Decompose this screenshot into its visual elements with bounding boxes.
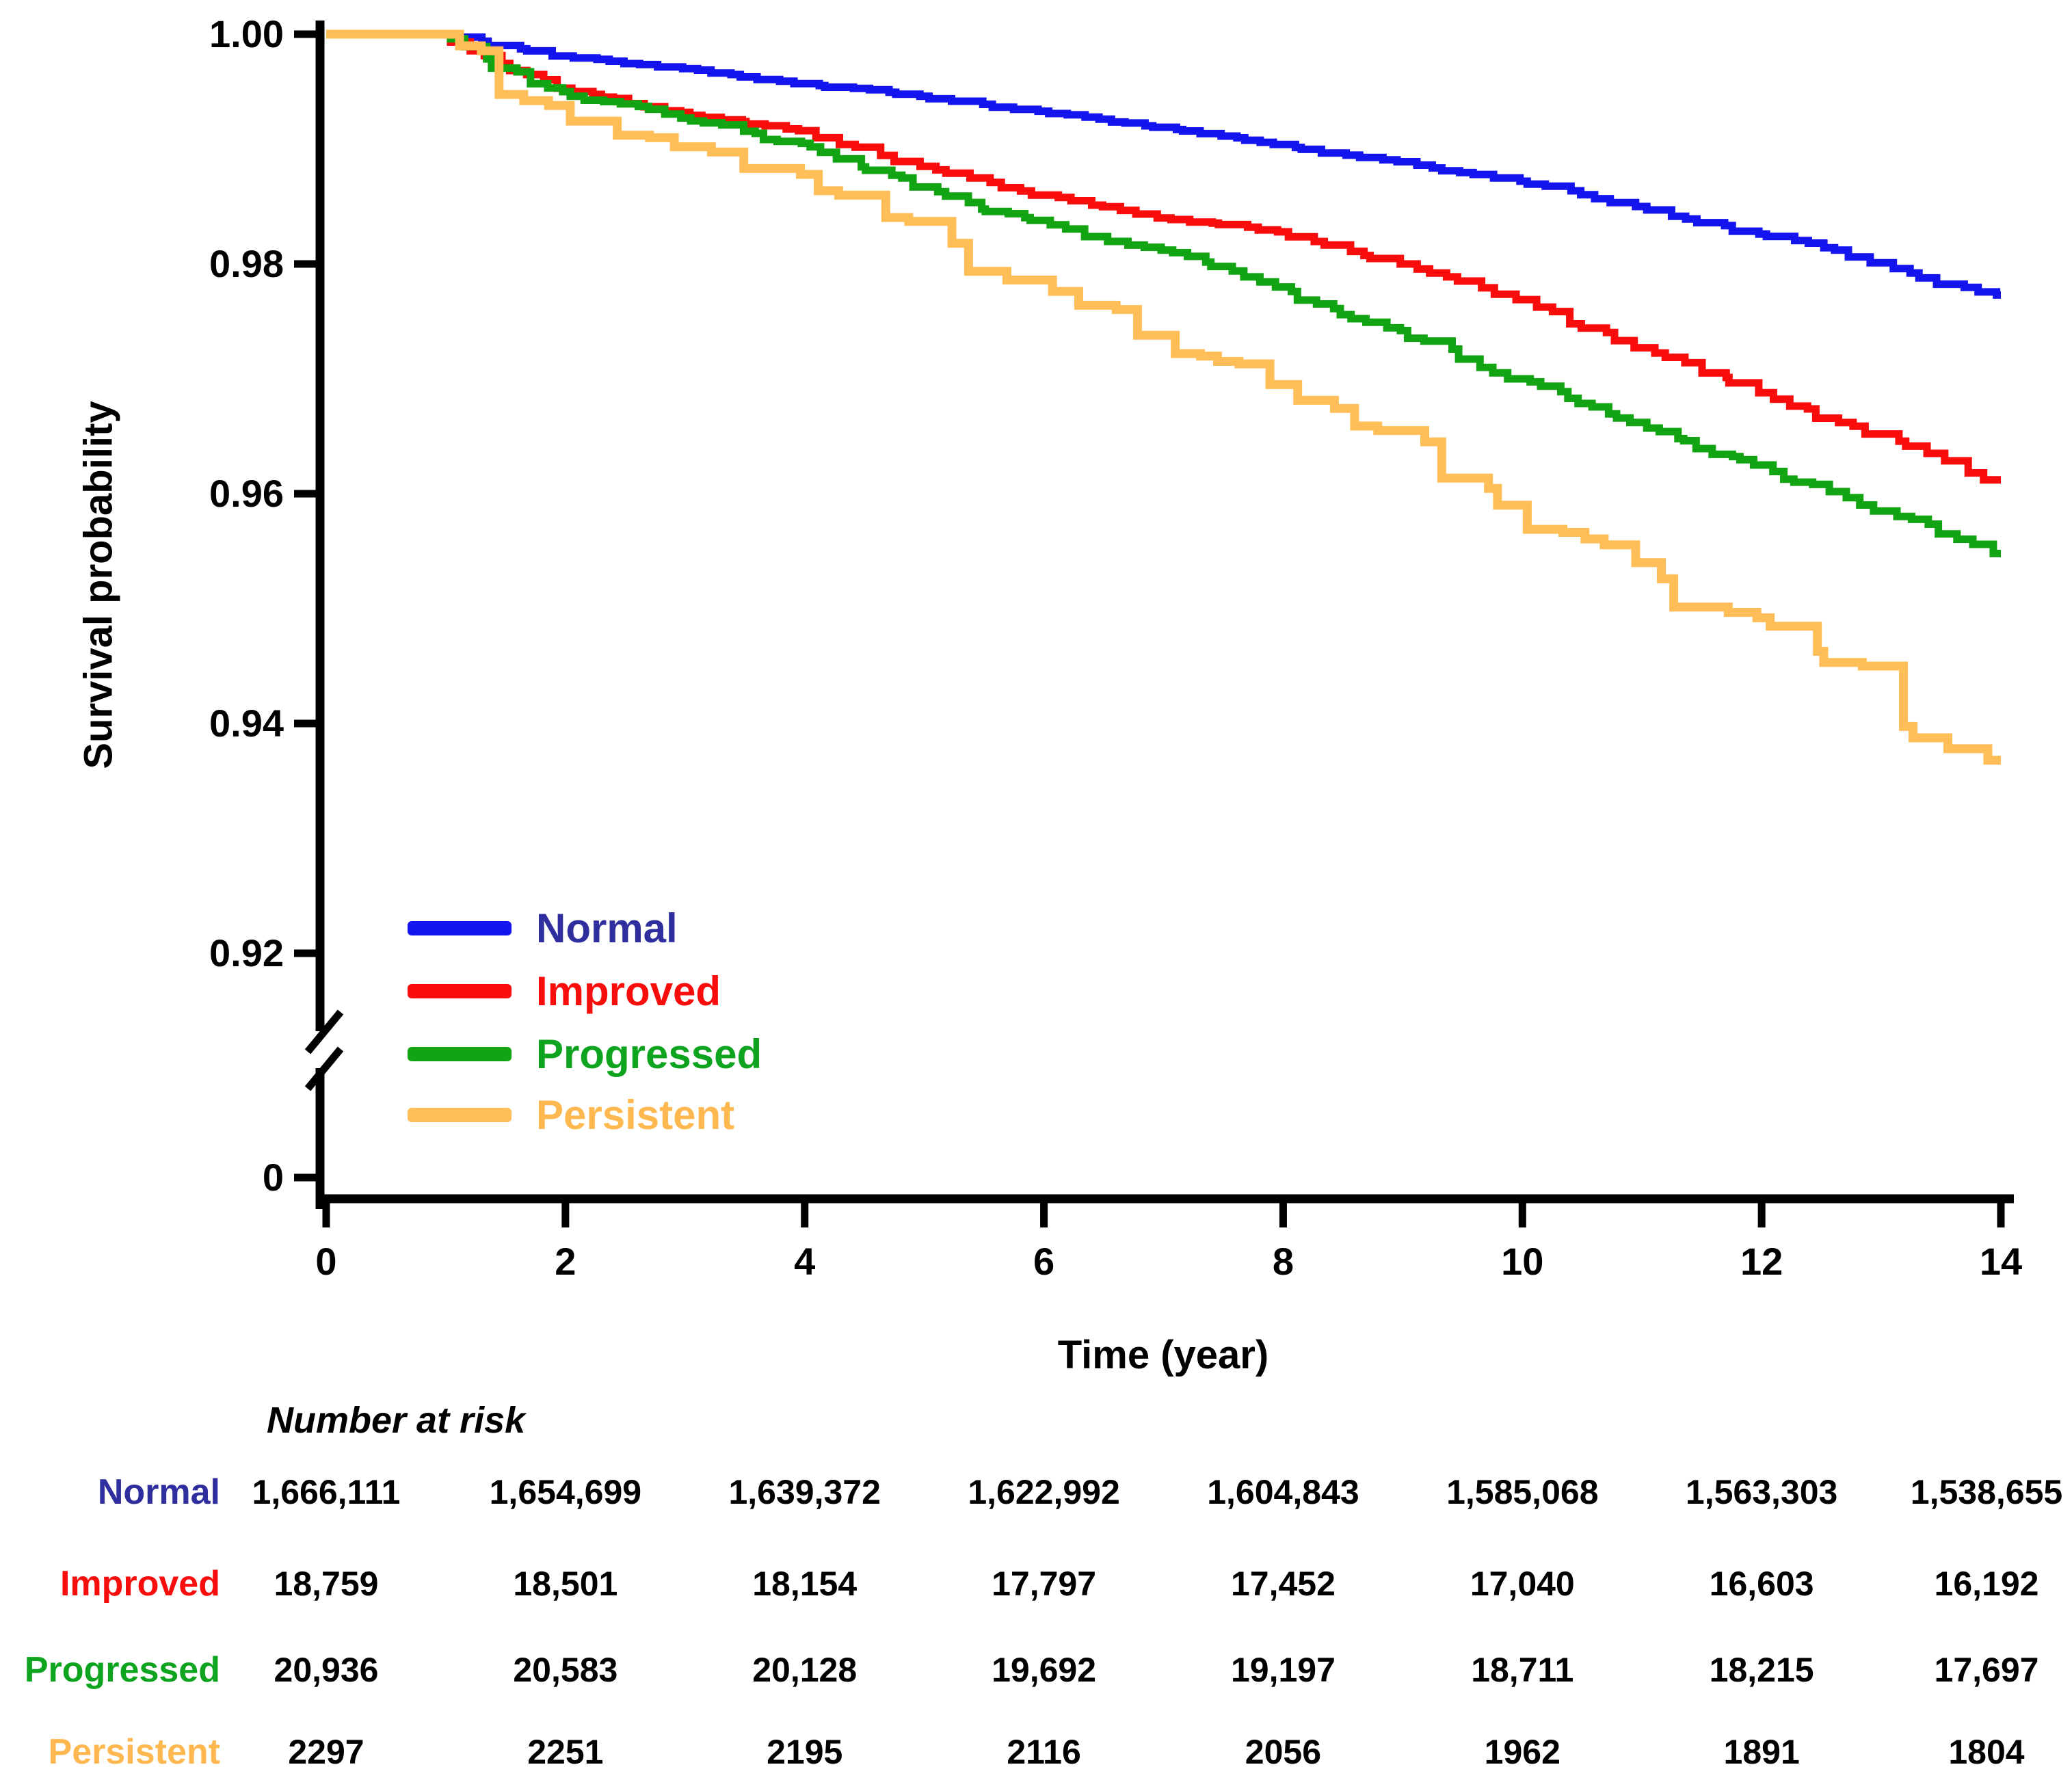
- risk-value: 17,797: [992, 1565, 1097, 1603]
- risk-value: 2056: [1245, 1733, 1322, 1771]
- risk-value: 1,639,372: [728, 1473, 881, 1511]
- survival-curve-progressed: [326, 30, 2001, 557]
- x-tick-label: 4: [794, 1240, 816, 1283]
- y-tick-label: 0: [262, 1156, 284, 1199]
- y-tick-label: 0.98: [209, 242, 284, 285]
- x-tick-label: 12: [1740, 1240, 1783, 1283]
- axis-break-slash-upper: [304, 1009, 344, 1054]
- legend-swatch-normal: [408, 920, 512, 935]
- risk-value: 2297: [288, 1733, 364, 1771]
- survival-curve-persistent: [326, 29, 2001, 765]
- x-tick-label: 10: [1501, 1240, 1544, 1283]
- risk-value: 20,583: [513, 1651, 618, 1689]
- legend-label: Improved: [536, 968, 721, 1014]
- risk-value: 18,711: [1471, 1651, 1574, 1689]
- risk-value: 19,692: [992, 1651, 1097, 1689]
- risk-value: 1891: [1723, 1733, 1800, 1771]
- risk-value: 1,563,303: [1685, 1473, 1838, 1511]
- risk-value: 16,603: [1709, 1565, 1814, 1603]
- legend-swatch-persistent: [408, 1107, 512, 1122]
- risk-value: 18,759: [274, 1565, 379, 1603]
- survival-curve-improved: [326, 30, 2001, 484]
- risk-value: 19,197: [1230, 1651, 1336, 1689]
- legend-label: Normal: [536, 905, 678, 951]
- x-tick-label: 8: [1272, 1240, 1294, 1283]
- x-axis-title: Time (year): [1057, 1333, 1269, 1377]
- risk-value: 17,040: [1470, 1565, 1575, 1603]
- risk-value: 2195: [767, 1733, 843, 1771]
- y-axis-title: Survival probability: [76, 401, 121, 769]
- legend-item-progressed: Progressed: [408, 1031, 762, 1077]
- risk-row-label-persistent: Persistent: [48, 1732, 220, 1772]
- risk-value: 18,501: [513, 1565, 618, 1603]
- legend-item-improved: Improved: [408, 968, 721, 1014]
- y-tick-label: 0.92: [209, 931, 284, 974]
- legend-swatch-progressed: [408, 1046, 512, 1061]
- risk-value: 20,936: [274, 1651, 379, 1689]
- x-tick-label: 2: [555, 1240, 576, 1283]
- x-tick-label: 0: [315, 1240, 337, 1283]
- x-tick-label: 14: [1979, 1240, 2023, 1283]
- legend-item-persistent: Persistent: [408, 1091, 735, 1138]
- risk-value: 2251: [527, 1733, 604, 1771]
- legend-label: Progressed: [536, 1031, 762, 1077]
- axis-break-slash-lower: [304, 1046, 344, 1091]
- risk-value: 18,215: [1709, 1651, 1814, 1689]
- risk-table-title: Number at risk: [267, 1400, 526, 1441]
- risk-value: 1,622,992: [968, 1473, 1120, 1511]
- risk-value: 16,192: [1934, 1565, 2039, 1603]
- risk-value: 1962: [1484, 1733, 1560, 1771]
- risk-row-label-progressed: Progressed: [24, 1650, 220, 1690]
- legend-label: Persistent: [536, 1091, 735, 1138]
- legend-swatch-improved: [408, 983, 512, 998]
- risk-value: 1,654,699: [489, 1473, 642, 1511]
- legend-item-normal: Normal: [408, 905, 678, 951]
- x-tick-label: 6: [1033, 1240, 1055, 1283]
- risk-value: 2116: [1007, 1733, 1081, 1771]
- y-tick-label: 0.94: [209, 702, 284, 745]
- risk-value: 1,666,111: [252, 1473, 401, 1511]
- y-tick-label: 1.00: [209, 12, 284, 55]
- risk-value: 1,538,655: [1910, 1473, 2063, 1511]
- y-tick-label: 0.96: [209, 472, 284, 515]
- risk-value: 18,154: [752, 1565, 858, 1603]
- risk-row-label-improved: Improved: [59, 1564, 220, 1604]
- risk-value: 1,604,843: [1207, 1473, 1359, 1511]
- risk-row-label-normal: Normal: [97, 1472, 220, 1512]
- survival-curve-normal: [326, 30, 2001, 299]
- risk-value: 20,128: [752, 1651, 858, 1689]
- risk-value: 1,585,068: [1446, 1473, 1599, 1511]
- risk-value: 17,697: [1934, 1651, 2039, 1689]
- risk-value: 1804: [1948, 1733, 2025, 1771]
- risk-value: 17,452: [1230, 1565, 1336, 1603]
